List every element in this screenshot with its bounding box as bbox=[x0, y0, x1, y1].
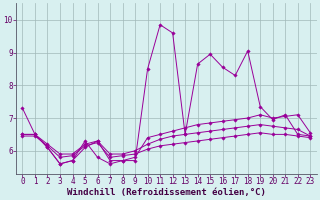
X-axis label: Windchill (Refroidissement éolien,°C): Windchill (Refroidissement éolien,°C) bbox=[67, 188, 266, 197]
